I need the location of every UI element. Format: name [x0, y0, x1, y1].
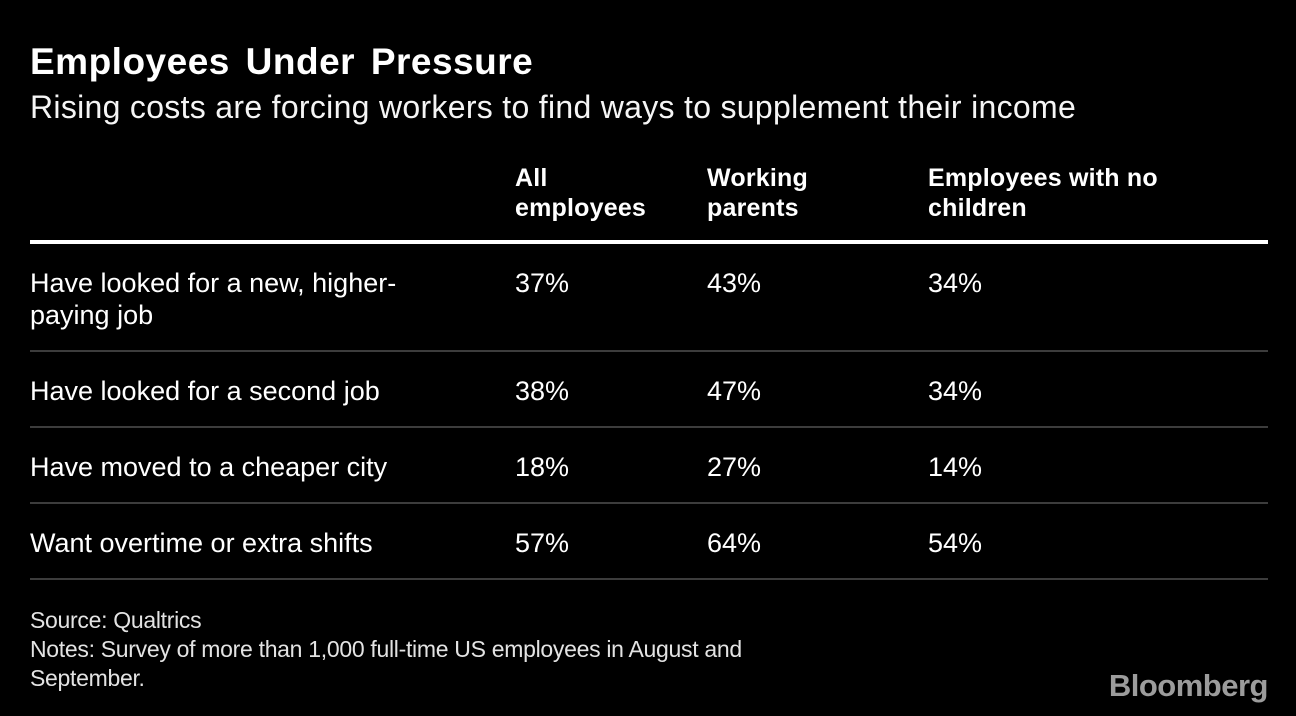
- cell-value: 34%: [928, 267, 983, 298]
- cell-value: 64%: [707, 527, 762, 558]
- row-label: Have looked for a new, higher- paying jo…: [30, 267, 397, 330]
- header-cell-no-children: Employees with no children: [928, 163, 1158, 222]
- cell-value: 14%: [928, 451, 983, 482]
- page-title: Employees Under Pressure: [30, 41, 534, 82]
- cell-value: 38%: [515, 375, 570, 406]
- table-row: Have moved to a cheaper city 18% 27% 14%: [30, 428, 1268, 504]
- cell-value: 57%: [515, 527, 570, 558]
- cell-value: 43%: [707, 267, 762, 298]
- cell-value: 37%: [515, 267, 570, 298]
- table-row: Want overtime or extra shifts 57% 64% 54…: [30, 504, 1268, 580]
- data-table: All employees Working parents Employees …: [30, 163, 1268, 580]
- source-line: Source: Qualtrics: [30, 606, 202, 633]
- header-cell-empty: [30, 163, 515, 223]
- bloomberg-logo: Bloomberg: [1108, 668, 1269, 703]
- cell-value: 27%: [707, 451, 762, 482]
- footnote-block: Source: Qualtrics Notes: Survey of more …: [30, 606, 1268, 693]
- table-row: Have looked for a new, higher- paying jo…: [30, 244, 1268, 352]
- cell-value: 47%: [707, 375, 762, 406]
- header-cell-all-employees: All employees: [515, 163, 647, 222]
- cell-value: 18%: [515, 451, 570, 482]
- header-cell-working-parents: Working parents: [707, 163, 808, 222]
- page-subtitle: Rising costs are forcing workers to find…: [30, 88, 1077, 125]
- row-label: Want overtime or extra shifts: [30, 527, 373, 558]
- notes-line: Notes: Survey of more than 1,000 full-ti…: [30, 635, 742, 691]
- cell-value: 34%: [928, 375, 983, 406]
- cell-value: 54%: [928, 527, 983, 558]
- table-header-row: All employees Working parents Employees …: [30, 163, 1268, 244]
- table-row: Have looked for a second job 38% 47% 34%: [30, 352, 1268, 428]
- row-label: Have moved to a cheaper city: [30, 451, 388, 482]
- row-label: Have looked for a second job: [30, 375, 380, 406]
